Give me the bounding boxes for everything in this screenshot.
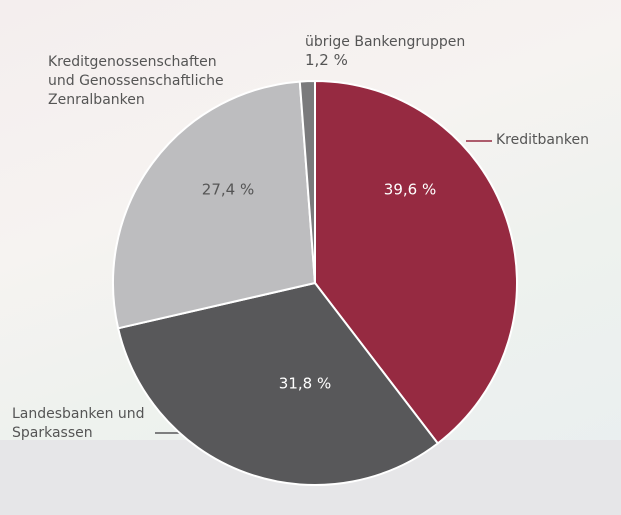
slice-name: Kreditbanken: [496, 132, 589, 148]
pie-slice: [112, 80, 317, 330]
slice-name: Landesbanken und Sparkassen: [12, 406, 145, 441]
pie-slice: [298, 79, 316, 284]
slice-name: übrige Bankengruppen: [305, 34, 466, 50]
slice-value-label: 1,2 %: [305, 51, 348, 69]
slice-value-label: 39,6 %: [384, 181, 436, 199]
pie-slice: [116, 281, 440, 486]
slice-value-label: 27,4 %: [202, 181, 254, 199]
pie-slice: [314, 79, 518, 445]
slice-value-label: 31,8 %: [279, 375, 331, 393]
slice-name: Kreditgenossenschaften und Genossenschaf…: [48, 54, 224, 108]
